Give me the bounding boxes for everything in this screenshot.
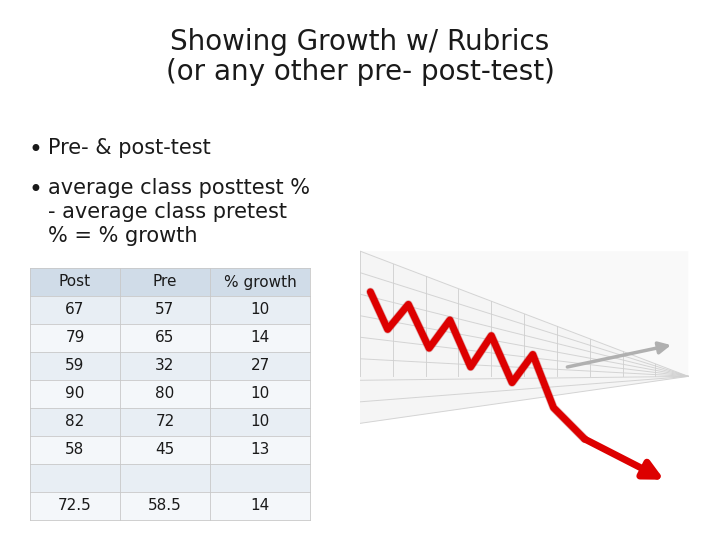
- Bar: [120, 492, 210, 520]
- Text: 58: 58: [66, 442, 85, 457]
- Bar: [210, 380, 310, 408]
- Text: 13: 13: [251, 442, 270, 457]
- Bar: [30, 380, 120, 408]
- Text: 80: 80: [156, 387, 175, 402]
- Bar: [210, 464, 310, 492]
- Text: 57: 57: [156, 302, 175, 318]
- Bar: [30, 296, 120, 324]
- Text: 59: 59: [66, 359, 85, 374]
- Text: 58.5: 58.5: [148, 498, 182, 514]
- Bar: [210, 352, 310, 380]
- Text: 82: 82: [66, 415, 85, 429]
- Text: 90: 90: [66, 387, 85, 402]
- Text: - average class pretest: - average class pretest: [48, 202, 287, 222]
- Bar: [120, 296, 210, 324]
- Text: 10: 10: [251, 302, 269, 318]
- Bar: [210, 324, 310, 352]
- Bar: [30, 324, 120, 352]
- Text: •: •: [28, 138, 42, 162]
- Bar: [30, 352, 120, 380]
- Text: Showing Growth w/ Rubrics: Showing Growth w/ Rubrics: [171, 28, 549, 56]
- Bar: [30, 408, 120, 436]
- Text: % growth: % growth: [224, 274, 297, 289]
- Text: 79: 79: [66, 330, 85, 346]
- Bar: [120, 464, 210, 492]
- Text: average class posttest %: average class posttest %: [48, 178, 310, 198]
- Bar: [210, 268, 310, 296]
- Text: 72.5: 72.5: [58, 498, 92, 514]
- Bar: [30, 268, 120, 296]
- Polygon shape: [360, 251, 688, 423]
- Bar: [30, 464, 120, 492]
- Polygon shape: [360, 251, 688, 423]
- Bar: [120, 324, 210, 352]
- Bar: [210, 492, 310, 520]
- Text: 10: 10: [251, 415, 269, 429]
- Text: •: •: [28, 178, 42, 202]
- Text: Pre- & post-test: Pre- & post-test: [48, 138, 211, 158]
- Text: Pre: Pre: [153, 274, 177, 289]
- Bar: [210, 436, 310, 464]
- Bar: [30, 436, 120, 464]
- Text: 14: 14: [251, 498, 269, 514]
- Text: 10: 10: [251, 387, 269, 402]
- Bar: [120, 408, 210, 436]
- Bar: [120, 380, 210, 408]
- Text: Post: Post: [59, 274, 91, 289]
- Text: 45: 45: [156, 442, 175, 457]
- Text: (or any other pre- post-test): (or any other pre- post-test): [166, 58, 554, 86]
- Text: 27: 27: [251, 359, 269, 374]
- Bar: [120, 436, 210, 464]
- Bar: [120, 268, 210, 296]
- Text: 32: 32: [156, 359, 175, 374]
- Text: % = % growth: % = % growth: [48, 226, 197, 246]
- Bar: [210, 296, 310, 324]
- Text: 72: 72: [156, 415, 175, 429]
- Text: 14: 14: [251, 330, 269, 346]
- Text: 67: 67: [66, 302, 85, 318]
- Text: 65: 65: [156, 330, 175, 346]
- Bar: [210, 408, 310, 436]
- Bar: [30, 492, 120, 520]
- Bar: [120, 352, 210, 380]
